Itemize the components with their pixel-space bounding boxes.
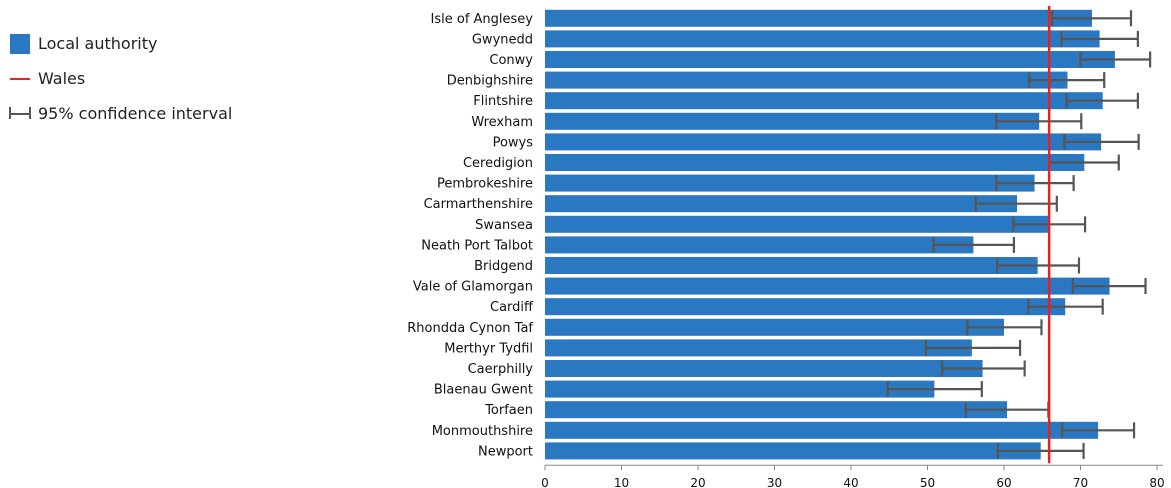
legend-swatch-wales [10, 77, 30, 80]
bar-neath-port-talbot [545, 236, 974, 254]
bar-bridgend [545, 257, 1038, 274]
category-label-pembrokeshire: Pembrokeshire [437, 177, 533, 192]
bar-blaenau-gwent [545, 380, 935, 398]
category-label-ceredigion: Ceredigion [463, 156, 533, 171]
category-label-flintshire: Flintshire [473, 94, 533, 109]
bar-cardiff [545, 298, 1066, 316]
bar-swansea [545, 215, 1049, 233]
bar-gwynedd [545, 30, 1100, 48]
category-label-denbighshire: Denbighshire [447, 74, 533, 89]
category-label-monmouthshire: Monmouthshire [432, 424, 533, 439]
category-label-isle-of-anglesey: Isle of Anglesey [431, 12, 534, 27]
ci-powys [1063, 133, 1140, 150]
x-tick-label-50: 50 [920, 476, 935, 488]
bar-newport [545, 442, 1041, 460]
bar-conwy [545, 51, 1115, 68]
legend-label-confidence-interval: 95% confidence interval [38, 104, 233, 123]
x-tick-label-80: 80 [1149, 476, 1164, 488]
legend-swatch-local-authority [10, 33, 30, 54]
bar-pembrokeshire [545, 174, 1035, 192]
category-label-merthyr-tydfil: Merthyr Tydfil [444, 341, 533, 356]
category-label-cardiff: Cardiff [490, 300, 534, 315]
bar-caerphilly [545, 360, 983, 377]
category-label-swansea: Swansea [475, 218, 533, 233]
category-label-caerphilly: Caerphilly [468, 362, 534, 377]
bars-group [545, 9, 1115, 460]
x-tick-label-0: 0 [541, 476, 549, 488]
x-tick-label-30: 30 [767, 476, 782, 488]
ci-newport [996, 442, 1085, 459]
ci-monmouthshire [1061, 422, 1136, 439]
ci-gwynedd [1060, 30, 1139, 47]
legend-label-wales: Wales [38, 69, 86, 88]
ci-neath-port-talbot [932, 236, 1016, 253]
bar-powys [545, 133, 1102, 151]
bar-isle-of-anglesey [545, 9, 1092, 27]
bar-carmarthenshire [545, 195, 1018, 213]
legend: Local authority Wales 95% confidence int… [8, 26, 233, 131]
ci-flintshire [1065, 92, 1139, 109]
ci-rhondda-cynon-taf [966, 319, 1043, 336]
ci-vale-of-glamorgan [1071, 278, 1147, 295]
bar-vale-of-glamorgan [545, 277, 1110, 295]
category-label-gwynedd: Gwynedd [472, 32, 533, 47]
ci-wrexham [995, 113, 1083, 130]
ci-blaenau-gwent [886, 381, 983, 398]
category-label-neath-port-talbot: Neath Port Talbot [421, 238, 533, 253]
confidence-intervals-group [886, 10, 1152, 459]
legend-item-confidence-interval: 95% confidence interval [8, 96, 233, 131]
category-label-powys: Powys [493, 135, 534, 150]
x-tick-label-70: 70 [1073, 476, 1088, 488]
category-label-wrexham: Wrexham [471, 115, 533, 130]
bar-flintshire [545, 92, 1103, 110]
bar-wrexham [545, 112, 1040, 130]
ci-bridgend [996, 257, 1081, 274]
x-tick-label-40: 40 [843, 476, 858, 488]
bar-ceredigion [545, 154, 1085, 171]
ci-isle-of-anglesey [1051, 10, 1133, 27]
bar-merthyr-tydfil [545, 339, 972, 357]
ci-merthyr-tydfil [924, 339, 1022, 356]
bar-denbighshire [545, 71, 1068, 89]
category-label-newport: Newport [478, 444, 533, 459]
x-tick-label-60: 60 [996, 476, 1011, 488]
bar-monmouthshire [545, 421, 1099, 439]
x-tick-label-20: 20 [690, 476, 705, 488]
category-label-bridgend: Bridgend [474, 259, 533, 274]
category-label-conwy: Conwy [489, 53, 533, 68]
category-label-vale-of-glamorgan: Vale of Glamorgan [413, 280, 533, 295]
category-labels-group: Isle of Anglesey Gwynedd Conwy Denbighshire… [407, 12, 534, 460]
category-label-carmarthenshire: Carmarthenshire [424, 197, 533, 212]
ci-pembrokeshire [995, 175, 1075, 192]
ci-cardiff [1027, 298, 1104, 315]
category-label-torfaen: Torfaen [484, 403, 533, 418]
category-label-blaenau-gwent: Blaenau Gwent [434, 383, 533, 398]
x-tick-label-10: 10 [614, 476, 629, 488]
category-label-rhondda-cynon-taf: Rhondda Cynon Taf [407, 321, 533, 336]
legend-swatch-confidence-interval [8, 106, 32, 121]
bar-rhondda-cynon-taf [545, 318, 1004, 336]
legend-item-local-authority: Local authority [10, 26, 232, 61]
bar-torfaen [545, 401, 1008, 419]
ci-denbighshire [1028, 72, 1106, 89]
ci-conwy [1079, 51, 1152, 68]
legend-item-wales: Wales [10, 61, 232, 96]
legend-label-local-authority: Local authority [38, 34, 158, 53]
ci-caerphilly [940, 360, 1026, 377]
x-axis: 0 10 20 30 40 50 60 70 80 [541, 464, 1165, 488]
ci-carmarthenshire [974, 195, 1058, 212]
